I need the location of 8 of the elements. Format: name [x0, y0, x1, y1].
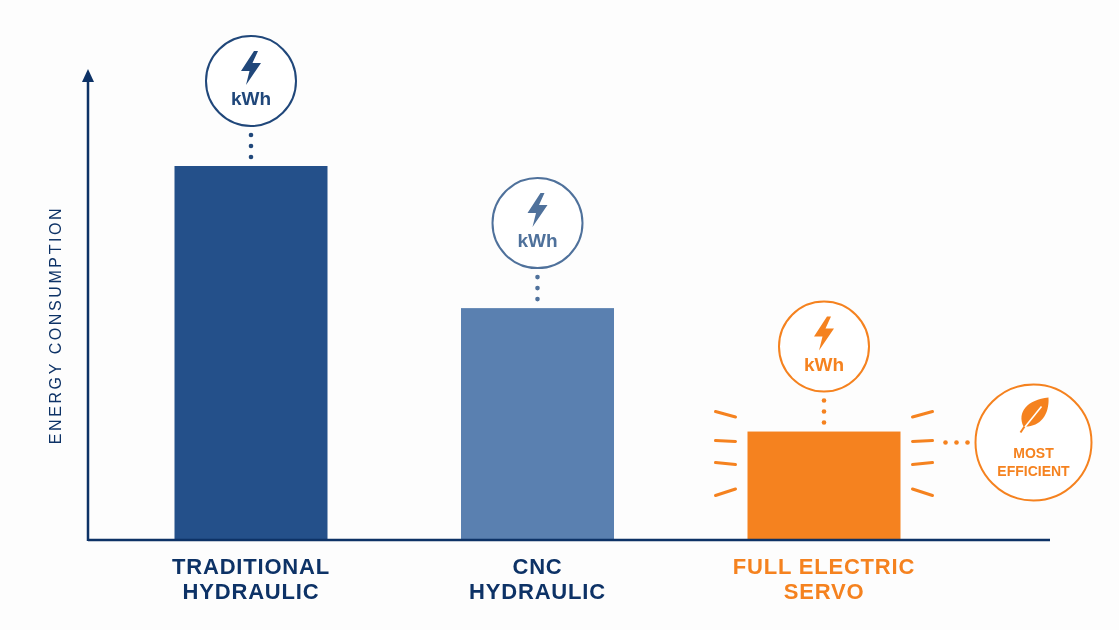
x-tick-label: FULL ELECTRIC SERVO: [732, 554, 916, 604]
text: kWh: [230, 88, 272, 109]
annotation: kWh: [517, 230, 558, 252]
annotation: kWh: [803, 353, 845, 375]
x-tick-label: TRADITIONAL HYDRAULIC: [172, 554, 330, 604]
x-tick-label: CNC HYDRAULIC: [469, 554, 606, 604]
annotation: MOST EFFICIENT: [997, 444, 1071, 479]
y-axis-title: ENERGY CONSUMPTION: [47, 205, 64, 445]
